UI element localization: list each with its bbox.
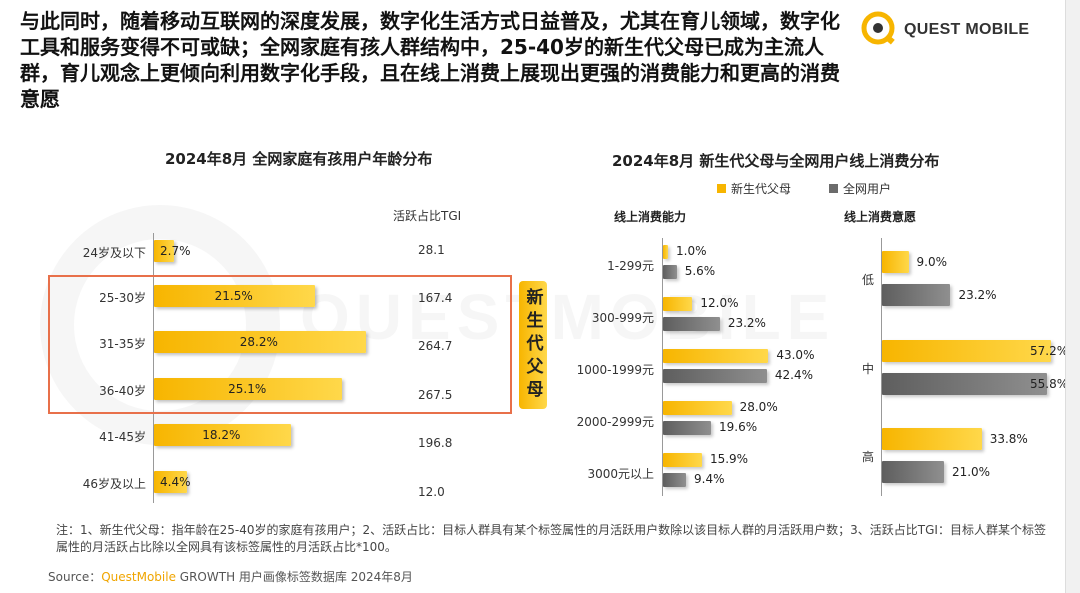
ability-value-all-users: 23.2% bbox=[727, 316, 766, 330]
age-label: 24岁及以下 bbox=[82, 246, 146, 260]
age-value: 18.2% bbox=[202, 428, 241, 442]
ability-bar-new-parents bbox=[663, 245, 668, 259]
ability-value-new-parents: 12.0% bbox=[700, 296, 739, 310]
ability-bar-new-parents bbox=[663, 349, 769, 363]
source-prefix: Source： bbox=[48, 570, 102, 584]
age-label: 46岁及以上 bbox=[82, 477, 146, 491]
ability-category: 2000-2999元 bbox=[576, 415, 654, 429]
legend-new-parents: 新生代父母 bbox=[731, 182, 792, 196]
footnote: 注：1、新生代父母：指年龄在25-40岁的家庭有孩用户；2、活跃占比：目标人群具… bbox=[56, 523, 1046, 554]
legend-all-users: 全网用户 bbox=[843, 182, 892, 196]
ability-value-new-parents: 15.9% bbox=[709, 452, 749, 466]
age-label: 25-30岁 bbox=[99, 291, 146, 305]
ability-category: 300-999元 bbox=[591, 311, 654, 325]
legend-swatch-new-parents bbox=[717, 184, 726, 193]
left-chart-title: 2024年8月 全网家庭有孩用户年龄分布 bbox=[165, 150, 433, 168]
willingness-category: 高 bbox=[861, 450, 874, 464]
age-value: 25.1% bbox=[228, 382, 267, 396]
willingness-bar-all-users bbox=[882, 461, 944, 483]
panel-ability-title: 线上消费能力 bbox=[614, 210, 687, 224]
age-label: 41-45岁 bbox=[99, 430, 146, 444]
willingness-value-new-parents: 33.8% bbox=[989, 432, 1028, 446]
quest-mobile-logo-icon bbox=[861, 11, 895, 45]
tgi-header: 活跃占比TGI bbox=[393, 209, 462, 223]
tgi-value: 267.5 bbox=[418, 388, 453, 402]
logo-text: QUEST MOBILE bbox=[904, 21, 1030, 38]
quest-mobile-logo: QUEST MOBILE bbox=[860, 10, 1060, 46]
age-bar bbox=[154, 424, 291, 446]
age-value: 21.5% bbox=[214, 289, 253, 303]
willingness-value-all-users: 21.0% bbox=[951, 465, 991, 479]
willingness-category: 低 bbox=[861, 273, 874, 287]
age-value: 28.2% bbox=[239, 335, 278, 349]
willingness-bar-new-parents bbox=[882, 428, 982, 450]
age-bar bbox=[154, 240, 175, 262]
age-label: 31-35岁 bbox=[99, 337, 146, 351]
ability-bar-new-parents bbox=[663, 297, 693, 311]
ability-bar-all-users bbox=[663, 369, 767, 383]
willingness-bar-all-users bbox=[882, 284, 951, 306]
source-brand: QuestMobile bbox=[101, 570, 176, 584]
willingness-value-all-users: 23.2% bbox=[958, 288, 997, 302]
new-parents-highlight-box bbox=[48, 275, 512, 414]
ability-category: 1000-1999元 bbox=[576, 363, 654, 377]
willingness-axis bbox=[881, 238, 882, 496]
tgi-value: 28.1 bbox=[418, 243, 445, 257]
ability-bar-all-users bbox=[663, 317, 720, 331]
age-value: 2.7% bbox=[160, 244, 191, 258]
tgi-value: 264.7 bbox=[418, 339, 453, 353]
left-chart-axis bbox=[153, 233, 154, 503]
willingness-bar-new-parents bbox=[882, 251, 909, 273]
ability-value-new-parents: 1.0% bbox=[676, 244, 707, 258]
age-value: 4.4% bbox=[160, 475, 191, 489]
tgi-value: 196.8 bbox=[418, 436, 453, 450]
source-rest: GROWTH 用户画像标签数据库 2024年8月 bbox=[175, 570, 413, 584]
ability-bar-all-users bbox=[663, 473, 687, 487]
ability-value-all-users: 19.6% bbox=[719, 420, 758, 434]
tgi-value: 167.4 bbox=[418, 291, 453, 305]
willingness-value-new-parents: 57.2% bbox=[1030, 344, 1069, 358]
ability-category: 1-299元 bbox=[607, 259, 654, 273]
scrollbar-track[interactable] bbox=[1065, 0, 1080, 593]
willingness-bar-new-parents bbox=[882, 340, 1051, 362]
new-parents-badge: 新生代父母 bbox=[519, 281, 547, 409]
ability-value-new-parents: 28.0% bbox=[739, 400, 778, 414]
age-bar bbox=[154, 471, 187, 493]
willingness-value-new-parents: 9.0% bbox=[916, 255, 948, 269]
source-line: Source：QuestMobile GROWTH 用户画像标签数据库 2024… bbox=[48, 568, 413, 585]
ability-bar-all-users bbox=[663, 265, 677, 279]
ability-value-all-users: 5.6% bbox=[684, 264, 716, 278]
legend-swatch-all-users bbox=[829, 184, 838, 193]
right-chart-title: 2024年8月 新生代父母与全网用户线上消费分布 bbox=[612, 152, 940, 170]
age-bar bbox=[154, 331, 366, 353]
willingness-value-all-users: 55.8% bbox=[1030, 377, 1069, 391]
panel-willingness-title: 线上消费意愿 bbox=[844, 210, 917, 224]
willingness-bar-all-users bbox=[882, 373, 1047, 395]
ability-bar-new-parents bbox=[663, 401, 732, 415]
ability-axis bbox=[662, 238, 663, 496]
tgi-value: 12.0 bbox=[418, 485, 445, 499]
ability-category: 3000元以上 bbox=[587, 467, 654, 481]
ability-value-new-parents: 43.0% bbox=[776, 348, 815, 362]
willingness-category: 中 bbox=[861, 362, 874, 376]
ability-value-all-users: 42.4% bbox=[774, 368, 813, 382]
ability-value-all-users: 9.4% bbox=[694, 472, 725, 486]
age-label: 36-40岁 bbox=[99, 384, 146, 398]
headline: 与此同时，随着移动互联网的深度发展，数字化生活方式日益普及，尤其在育儿领域，数字… bbox=[20, 9, 840, 111]
age-bar bbox=[154, 378, 343, 400]
ability-bar-new-parents bbox=[663, 453, 702, 467]
age-bar bbox=[154, 285, 316, 307]
ability-bar-all-users bbox=[663, 421, 712, 435]
